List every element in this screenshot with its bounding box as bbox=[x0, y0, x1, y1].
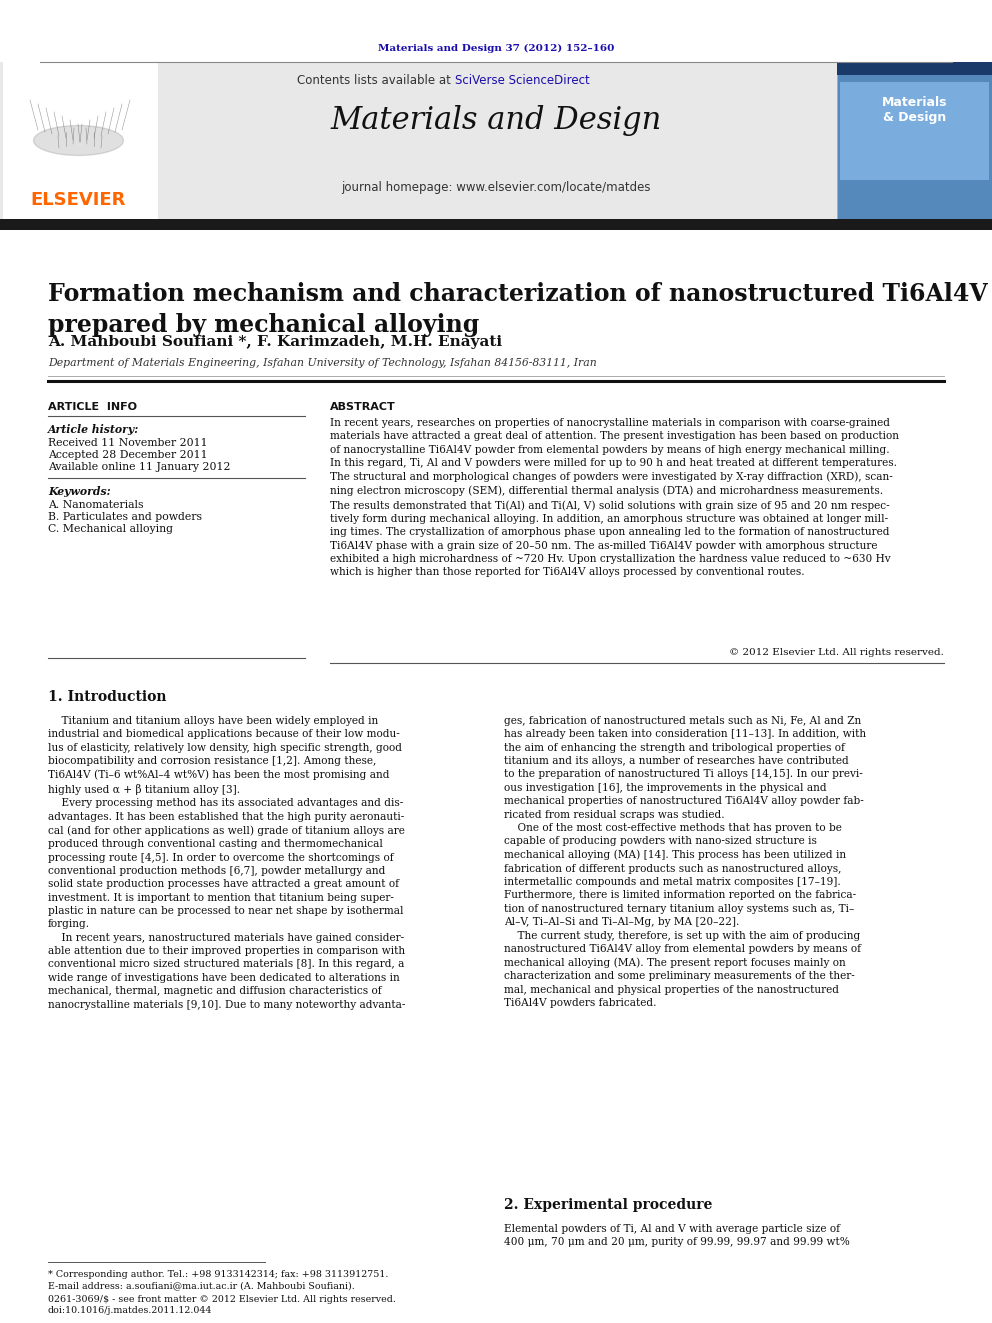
Text: * Corresponding author. Tel.: +98 9133142314; fax: +98 3113912751.: * Corresponding author. Tel.: +98 913314… bbox=[48, 1270, 389, 1279]
Text: Contents lists available at: Contents lists available at bbox=[298, 74, 455, 86]
Text: A. Nanomaterials: A. Nanomaterials bbox=[48, 500, 144, 509]
Text: ges, fabrication of nanostructured metals such as Ni, Fe, Al and Zn
has already : ges, fabrication of nanostructured metal… bbox=[504, 716, 866, 1008]
Text: Formation mechanism and characterization of nanostructured Ti6Al4V alloy
prepare: Formation mechanism and characterization… bbox=[48, 282, 992, 336]
Text: Article history:: Article history: bbox=[48, 423, 139, 435]
Text: Department of Materials Engineering, Isfahan University of Technology, Isfahan 8: Department of Materials Engineering, Isf… bbox=[48, 359, 597, 368]
Text: 1. Introduction: 1. Introduction bbox=[48, 691, 167, 704]
Text: Materials
& Design: Materials & Design bbox=[882, 97, 947, 124]
Text: ARTICLE  INFO: ARTICLE INFO bbox=[48, 402, 137, 411]
Text: journal homepage: www.elsevier.com/locate/matdes: journal homepage: www.elsevier.com/locat… bbox=[341, 180, 651, 193]
Text: E-mail address: a.soufiani@ma.iut.ac.ir (A. Mahboubi Soufiani).: E-mail address: a.soufiani@ma.iut.ac.ir … bbox=[48, 1281, 355, 1290]
Bar bbox=[0, 62, 992, 220]
Text: Received 11 November 2011: Received 11 November 2011 bbox=[48, 438, 207, 448]
Text: Titanium and titanium alloys have been widely employed in
industrial and biomedi: Titanium and titanium alloys have been w… bbox=[48, 716, 406, 1009]
Text: C. Mechanical alloying: C. Mechanical alloying bbox=[48, 524, 173, 534]
Text: ABSTRACT: ABSTRACT bbox=[330, 402, 396, 411]
Bar bbox=[837, 62, 992, 220]
Text: Materials and Design 37 (2012) 152–160: Materials and Design 37 (2012) 152–160 bbox=[378, 44, 614, 53]
Text: doi:10.1016/j.matdes.2011.12.044: doi:10.1016/j.matdes.2011.12.044 bbox=[48, 1306, 212, 1315]
Text: Materials and Design: Materials and Design bbox=[330, 105, 662, 135]
Text: Accepted 28 December 2011: Accepted 28 December 2011 bbox=[48, 450, 207, 460]
Bar bbox=[3, 62, 158, 220]
Text: SciVerse ScienceDirect: SciVerse ScienceDirect bbox=[455, 74, 590, 86]
Text: In recent years, researches on properties of nanocrystalline materials in compar: In recent years, researches on propertie… bbox=[330, 418, 899, 577]
Text: © 2012 Elsevier Ltd. All rights reserved.: © 2012 Elsevier Ltd. All rights reserved… bbox=[729, 648, 944, 658]
Bar bbox=[837, 62, 992, 75]
Text: ELSEVIER: ELSEVIER bbox=[31, 191, 126, 209]
Text: Elemental powders of Ti, Al and V with average particle size of
400 μm, 70 μm an: Elemental powders of Ti, Al and V with a… bbox=[504, 1224, 850, 1248]
Text: Available online 11 January 2012: Available online 11 January 2012 bbox=[48, 462, 230, 472]
Text: 2. Experimental procedure: 2. Experimental procedure bbox=[504, 1199, 712, 1212]
Text: A. Mahboubi Soufiani *, F. Karimzadeh, M.H. Enayati: A. Mahboubi Soufiani *, F. Karimzadeh, M… bbox=[48, 335, 502, 349]
Text: B. Particulates and powders: B. Particulates and powders bbox=[48, 512, 202, 523]
Text: 0261-3069/$ - see front matter © 2012 Elsevier Ltd. All rights reserved.: 0261-3069/$ - see front matter © 2012 El… bbox=[48, 1295, 396, 1304]
Text: Keywords:: Keywords: bbox=[48, 486, 111, 497]
Bar bbox=[840, 82, 989, 180]
Bar bbox=[0, 220, 992, 230]
